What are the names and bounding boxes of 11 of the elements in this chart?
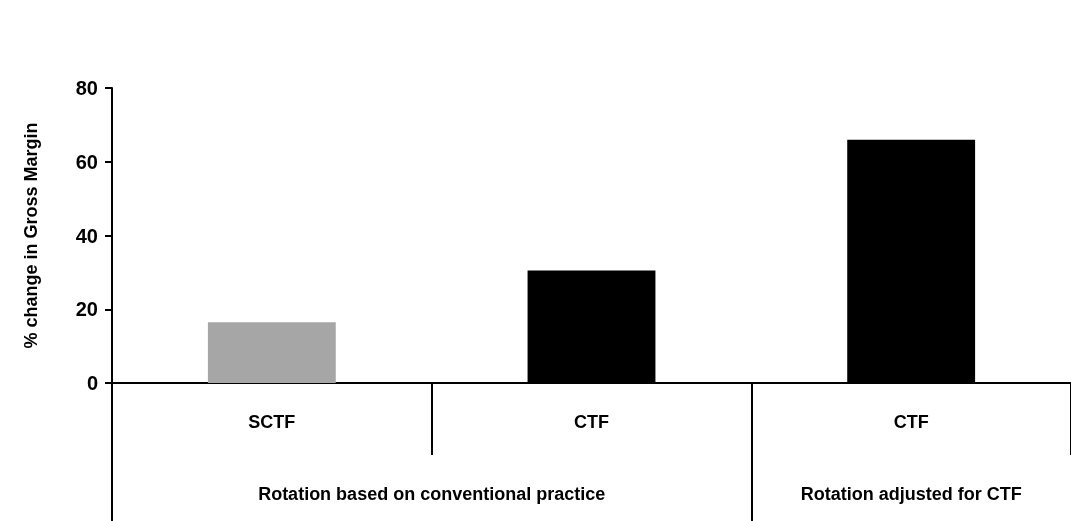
y-tick-label: 60 bbox=[75, 150, 98, 173]
x-tick-label: CTF bbox=[893, 412, 929, 432]
x-tick-label: CTF bbox=[574, 412, 609, 432]
y-tick-label: 20 bbox=[75, 298, 98, 321]
y-tick-label: 80 bbox=[75, 77, 98, 99]
text: Rotation adjusted for CTF bbox=[800, 484, 1022, 504]
y-tick-label: 0 bbox=[86, 372, 98, 394]
x-tick-label: SCTF bbox=[248, 412, 296, 432]
y-axis-title: % change in Gross Margin bbox=[21, 122, 41, 349]
y-tick-label: 40 bbox=[75, 224, 98, 247]
text: Rotation based on conventional practice bbox=[258, 484, 606, 504]
